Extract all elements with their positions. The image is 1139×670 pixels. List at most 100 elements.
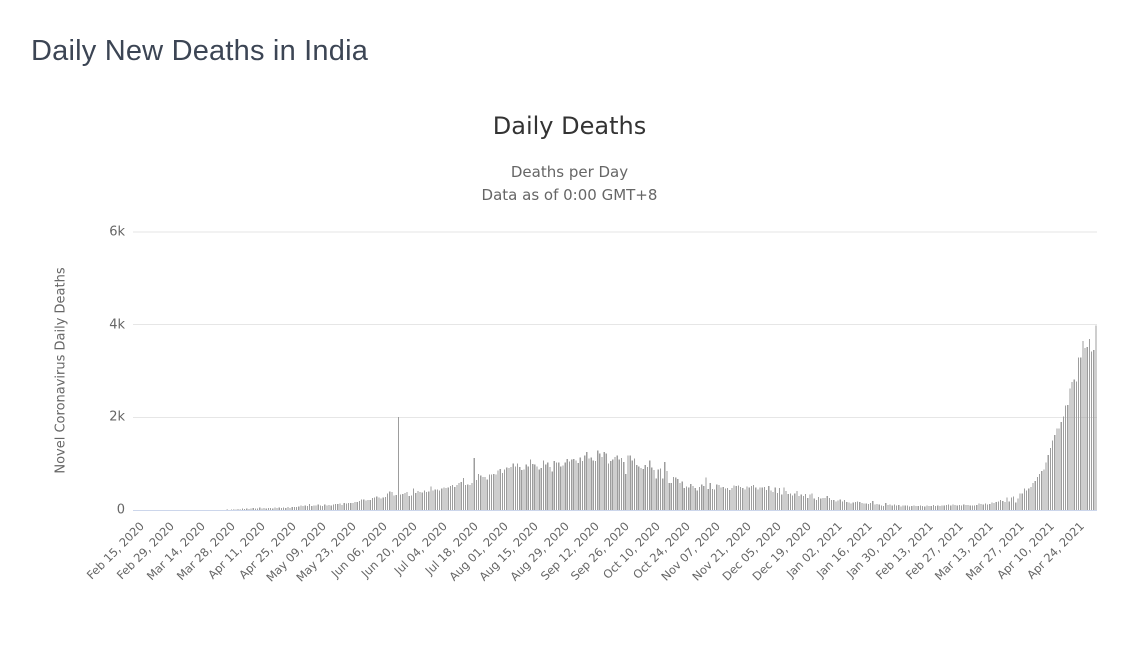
bar[interactable] bbox=[578, 463, 579, 510]
bar[interactable] bbox=[565, 463, 566, 510]
bar[interactable] bbox=[705, 477, 706, 510]
bar[interactable] bbox=[469, 485, 470, 510]
bar[interactable] bbox=[573, 459, 574, 510]
bar[interactable] bbox=[957, 505, 958, 510]
bar[interactable] bbox=[354, 502, 355, 510]
bar[interactable] bbox=[1039, 474, 1040, 510]
bar[interactable] bbox=[770, 490, 771, 510]
bar[interactable] bbox=[1065, 405, 1066, 510]
bar[interactable] bbox=[400, 494, 401, 510]
bar[interactable] bbox=[1089, 339, 1090, 510]
bar[interactable] bbox=[950, 505, 951, 510]
bar[interactable] bbox=[467, 485, 468, 510]
bar[interactable] bbox=[402, 494, 403, 510]
bar[interactable] bbox=[417, 491, 418, 510]
bar[interactable] bbox=[335, 504, 336, 510]
bar[interactable] bbox=[757, 489, 758, 510]
bar[interactable] bbox=[1082, 341, 1083, 510]
bar[interactable] bbox=[474, 458, 475, 510]
bar[interactable] bbox=[632, 460, 633, 510]
bar[interactable] bbox=[799, 496, 800, 510]
bar[interactable] bbox=[625, 474, 626, 510]
bar[interactable] bbox=[621, 458, 622, 510]
bar[interactable] bbox=[851, 503, 852, 510]
bar[interactable] bbox=[296, 507, 297, 510]
bar[interactable] bbox=[489, 474, 490, 510]
bar[interactable] bbox=[263, 508, 264, 510]
bar[interactable] bbox=[712, 489, 713, 510]
bar[interactable] bbox=[926, 505, 927, 510]
bar[interactable] bbox=[827, 496, 828, 510]
bar[interactable] bbox=[517, 464, 518, 510]
bar[interactable] bbox=[478, 474, 479, 510]
bar[interactable] bbox=[861, 503, 862, 510]
bar[interactable] bbox=[968, 505, 969, 510]
bar[interactable] bbox=[365, 501, 366, 510]
bar[interactable] bbox=[248, 509, 249, 510]
bar[interactable] bbox=[313, 506, 314, 510]
bar[interactable] bbox=[237, 509, 238, 510]
bar[interactable] bbox=[389, 492, 390, 510]
bar[interactable] bbox=[991, 503, 992, 510]
bar[interactable] bbox=[294, 507, 295, 510]
bar[interactable] bbox=[374, 497, 375, 510]
bar[interactable] bbox=[868, 504, 869, 510]
bar[interactable] bbox=[510, 467, 511, 510]
bar[interactable] bbox=[890, 504, 891, 510]
bar[interactable] bbox=[671, 483, 672, 510]
bar[interactable] bbox=[458, 483, 459, 510]
bar[interactable] bbox=[900, 506, 901, 510]
bar[interactable] bbox=[322, 506, 323, 510]
bar[interactable] bbox=[814, 498, 815, 510]
bar[interactable] bbox=[476, 480, 477, 510]
bar[interactable] bbox=[567, 459, 568, 510]
bar[interactable] bbox=[913, 506, 914, 510]
bar[interactable] bbox=[584, 456, 585, 510]
bar[interactable] bbox=[994, 503, 995, 510]
bar[interactable] bbox=[820, 499, 821, 510]
bar[interactable] bbox=[413, 488, 414, 510]
bar[interactable] bbox=[404, 493, 405, 510]
bar[interactable] bbox=[508, 468, 509, 510]
bar[interactable] bbox=[359, 501, 360, 510]
bar[interactable] bbox=[361, 500, 362, 510]
bar[interactable] bbox=[597, 451, 598, 510]
bar[interactable] bbox=[437, 490, 438, 510]
bar[interactable] bbox=[1043, 469, 1044, 510]
bar[interactable] bbox=[378, 497, 379, 510]
bar[interactable] bbox=[406, 492, 407, 510]
bar[interactable] bbox=[606, 453, 607, 510]
bar[interactable] bbox=[846, 502, 847, 510]
bar[interactable] bbox=[630, 455, 631, 510]
bar[interactable] bbox=[781, 494, 782, 510]
bar[interactable] bbox=[983, 505, 984, 510]
bar[interactable] bbox=[649, 461, 650, 510]
bar[interactable] bbox=[495, 475, 496, 510]
bar[interactable] bbox=[461, 482, 462, 510]
bar[interactable] bbox=[675, 477, 676, 510]
bar[interactable] bbox=[547, 463, 548, 510]
bar[interactable] bbox=[311, 506, 312, 510]
bar[interactable] bbox=[272, 509, 273, 510]
bar[interactable] bbox=[1076, 382, 1077, 510]
bar[interactable] bbox=[762, 488, 763, 510]
bar[interactable] bbox=[933, 505, 934, 510]
bar[interactable] bbox=[1019, 494, 1020, 510]
bar[interactable] bbox=[601, 457, 602, 510]
bar[interactable] bbox=[428, 491, 429, 510]
bar[interactable] bbox=[569, 462, 570, 510]
bar[interactable] bbox=[918, 506, 919, 510]
bar[interactable] bbox=[259, 508, 260, 510]
bar[interactable] bbox=[302, 506, 303, 510]
bar[interactable] bbox=[549, 467, 550, 510]
bar[interactable] bbox=[883, 506, 884, 510]
bar[interactable] bbox=[734, 486, 735, 510]
bar[interactable] bbox=[1052, 440, 1053, 510]
bar[interactable] bbox=[972, 506, 973, 510]
bar[interactable] bbox=[344, 503, 345, 510]
bar[interactable] bbox=[1050, 448, 1051, 510]
bar[interactable] bbox=[742, 488, 743, 510]
bar[interactable] bbox=[283, 507, 284, 510]
bar[interactable] bbox=[504, 470, 505, 510]
bar[interactable] bbox=[357, 502, 358, 510]
